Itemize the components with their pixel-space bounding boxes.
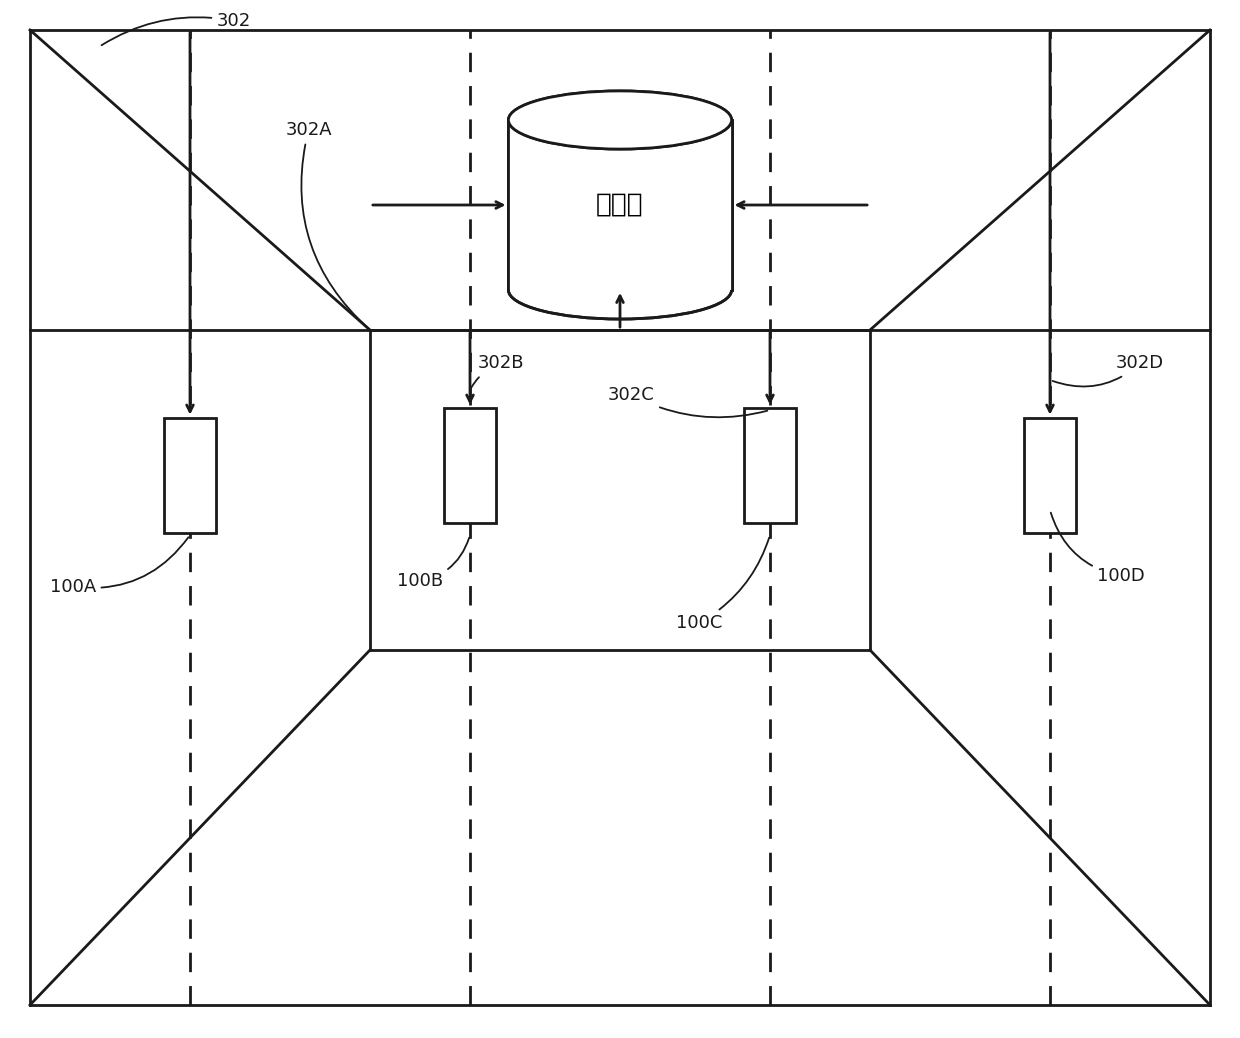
Text: 数据库: 数据库 (596, 192, 644, 218)
Polygon shape (508, 120, 732, 290)
Bar (744, 408, 796, 522)
Ellipse shape (508, 91, 732, 149)
Text: 302B: 302B (471, 355, 525, 387)
Text: 100B: 100B (397, 538, 469, 591)
Text: 100A: 100A (50, 538, 188, 596)
Text: 302D: 302D (1053, 355, 1164, 386)
Text: 100D: 100D (1050, 513, 1146, 585)
Text: 100C: 100C (676, 538, 769, 632)
Ellipse shape (508, 91, 732, 149)
Text: 302A: 302A (285, 121, 368, 328)
Bar (164, 417, 216, 532)
Bar (1024, 417, 1076, 532)
Text: 302C: 302C (608, 386, 768, 417)
Bar (444, 408, 496, 522)
Text: 302: 302 (102, 12, 252, 46)
